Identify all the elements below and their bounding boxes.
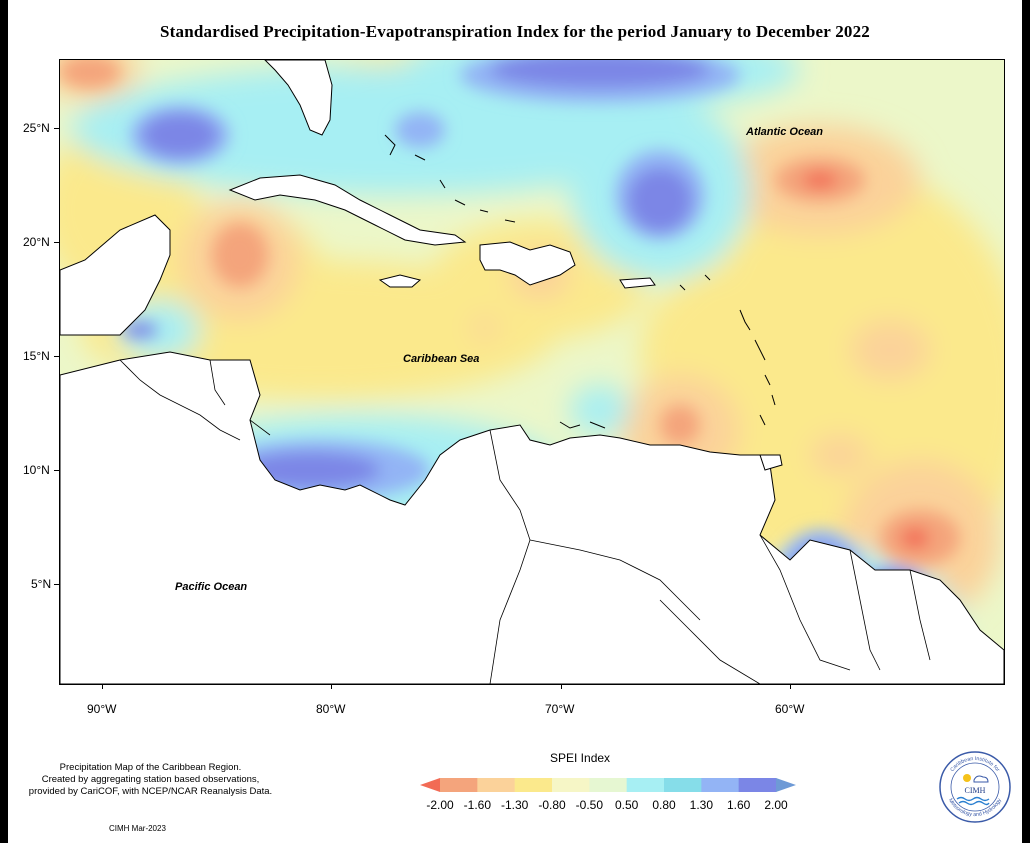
cloud-icon	[973, 775, 989, 783]
lat-label-25: 25°N	[23, 121, 50, 135]
legend-value-label: -1.30	[500, 798, 529, 812]
sun-icon	[963, 774, 971, 782]
florida	[264, 60, 333, 136]
map-title: Standardised Precipitation-Evapotranspir…	[159, 22, 870, 41]
legend-title: SPEI Index	[550, 751, 611, 765]
legend-arrow-high	[776, 778, 796, 792]
atlantic-ocean-label: Atlantic Ocean	[745, 126, 823, 138]
spei-map: Atlantic Ocean Caribbean Sea Pacific Oce…	[59, 59, 1005, 685]
legend-value-label: -0.80	[538, 798, 566, 812]
land-masses	[60, 60, 1004, 684]
cuba	[228, 174, 467, 246]
legend-value-label: -2.00	[426, 798, 454, 812]
country-borders	[119, 359, 931, 684]
lat-tick-15	[54, 356, 59, 357]
map-credit: CIMH Mar-2023	[109, 824, 166, 833]
legend-colorbar	[420, 778, 796, 792]
legend-value-label: -0.50	[575, 798, 604, 812]
trinidad	[759, 454, 783, 471]
lat-tick-20	[54, 242, 59, 243]
legend-swatch	[664, 778, 702, 792]
lon-label-80: 80°W	[316, 702, 346, 716]
lon-tick-80	[331, 684, 332, 689]
spei-map-svg: Atlantic Ocean Caribbean Sea Pacific Oce…	[60, 60, 1004, 684]
lon-label-60: 60°W	[775, 702, 805, 716]
legend-swatch	[514, 778, 553, 792]
legend-value-label: 1.60	[726, 798, 751, 812]
lat-label-20: 20°N	[23, 235, 50, 249]
lon-tick-90	[102, 684, 103, 689]
waves-icon	[956, 796, 990, 806]
jamaica	[378, 274, 422, 288]
map-footnote: Precipitation Map of the Caribbean Regio…	[8, 762, 293, 798]
lat-tick-25	[54, 128, 59, 129]
legend-value-label: 0.50	[614, 798, 639, 812]
small-islands	[384, 134, 776, 429]
lon-label-90: 90°W	[87, 702, 117, 716]
lat-tick-10	[54, 470, 59, 471]
footnote-line-1: Precipitation Map of the Caribbean Regio…	[59, 762, 242, 773]
lat-label-15: 15°N	[23, 349, 50, 363]
lon-tick-70	[561, 684, 562, 689]
lat-tick-5	[54, 584, 59, 585]
legend-value-label: 0.80	[652, 798, 676, 812]
legend-value-label: 2.00	[764, 798, 788, 812]
legend-swatch	[701, 778, 740, 792]
hispaniola	[479, 241, 576, 286]
caribbean-sea-label: Caribbean Sea	[403, 353, 479, 365]
legend-value-label: -1.60	[463, 798, 492, 812]
puerto-rico	[619, 277, 656, 289]
legend-swatch	[589, 778, 628, 792]
lon-label-70: 70°W	[545, 702, 575, 716]
legend-swatch	[440, 778, 478, 792]
cimh-logo: Caribbean Institute for Meteorology and …	[939, 751, 1011, 823]
legend-value-label: 1.30	[689, 798, 714, 812]
legend-swatch	[477, 778, 516, 792]
legend-arrow-low	[420, 778, 440, 792]
footnote-line-3: provided by CariCOF, with NCEP/NCAR Rean…	[28, 786, 273, 797]
yucatan	[60, 214, 171, 336]
pacific-ocean-label: Pacific Ocean	[175, 581, 247, 593]
legend-swatch	[552, 778, 590, 792]
south-and-central-america	[60, 351, 1004, 684]
lat-label-5: 5°N	[31, 577, 52, 591]
footnote-line-2: Created by aggregating station based obs…	[41, 774, 260, 785]
logo-name: CIMH	[965, 786, 986, 795]
legend-swatch	[626, 778, 665, 792]
lon-tick-60	[790, 684, 791, 689]
lat-label-10: 10°N	[23, 463, 50, 477]
legend-swatch	[738, 778, 777, 792]
map-sheet: Standardised Precipitation-Evapotranspir…	[8, 0, 1022, 843]
